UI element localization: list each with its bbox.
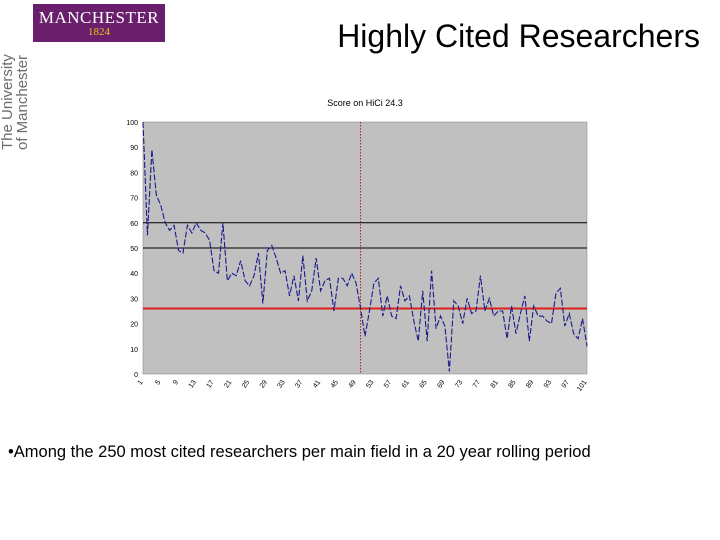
x-tick-label: 33 [277,379,287,389]
score-line-chart: Score on HiCi 24.3 0 10 20 30 40 50 60 70 80 90 10… [126,98,588,393]
x-tick-label: 17 [205,379,215,389]
slide-title: Highly Cited Researchers [337,18,700,54]
x-tick-label: 21 [223,379,233,389]
x-tick-label: 53 [365,379,375,389]
x-tick-label: 49 [348,379,358,389]
x-tick-label: 29 [259,379,269,389]
x-tick-label: 97 [561,379,571,389]
x-tick-label: 9 [172,379,180,386]
y-tick-label: 40 [130,271,138,278]
y-tick-label: 100 [126,120,138,127]
x-tick-label: 73 [454,379,464,389]
bullet-text: •Among the 250 most cited researchers pe… [8,443,591,461]
chart-title: Score on HiCi 24.3 [327,98,403,108]
y-tick-label: 10 [130,347,138,354]
x-tick-label: 85 [507,379,517,389]
logo-name: MANCHESTER [38,8,160,27]
y-tick-label: 0 [134,372,138,379]
y-tick-label: 50 [130,246,138,253]
university-logo: MANCHESTER 1824 [33,4,165,42]
x-tick-label: 81 [490,379,500,389]
x-tick-label: 77 [472,379,482,389]
x-tick-label: 57 [383,379,393,389]
x-tick-label: 69 [436,379,446,389]
x-tick-label: 25 [241,379,251,389]
x-tick-label: 37 [294,379,304,389]
x-tick-label: 65 [419,379,429,389]
x-tick-label: 101 [576,379,588,393]
x-tick-label: 41 [312,379,322,389]
y-tick-label: 30 [130,296,138,303]
x-tick-label: 13 [188,379,198,389]
y-tick-label: 20 [130,322,138,329]
y-tick-label: 80 [130,170,138,177]
x-tick-label: 45 [330,379,340,389]
x-tick-label: 61 [401,379,411,389]
logo-year: 1824 [88,26,110,38]
x-tick-label: 89 [525,379,535,389]
series-line [142,121,588,372]
x-tick-label: 5 [154,379,162,386]
y-tick-label: 90 [130,145,138,152]
y-tick-label: 60 [130,221,138,228]
x-tick-label: 93 [543,379,553,389]
y-tick-label: 70 [130,196,138,203]
x-tick-label: 1 [137,379,145,386]
